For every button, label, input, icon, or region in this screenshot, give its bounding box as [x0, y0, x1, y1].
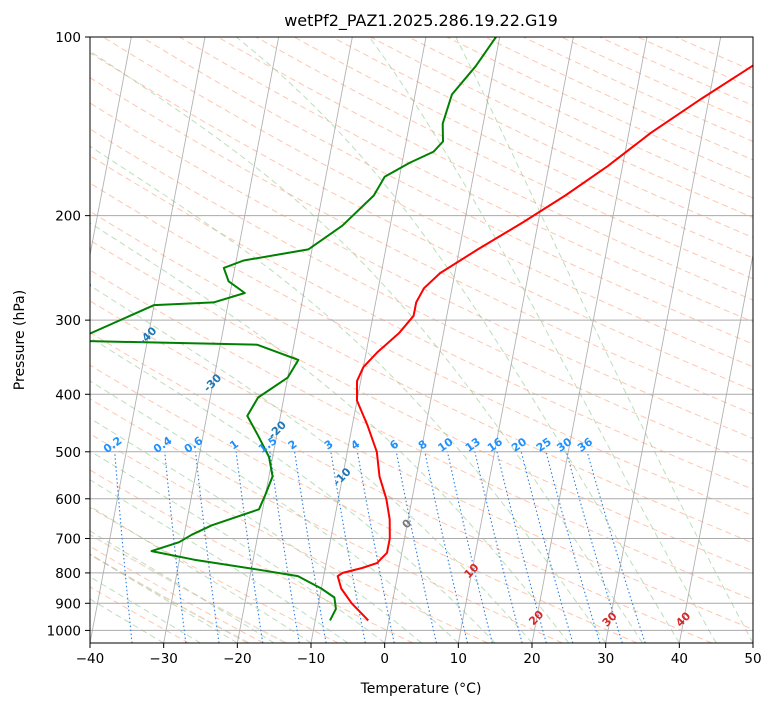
chart-title: wetPf2_PAZ1.2025.286.19.22.G19 — [284, 11, 558, 31]
y-tick-label: 400 — [55, 387, 81, 403]
x-tick-label: 10 — [450, 651, 467, 667]
plot-frame — [89, 36, 754, 644]
moist-adiabat — [90, 598, 164, 643]
dry-adiabat — [90, 586, 190, 643]
x-tick-label: −40 — [76, 651, 105, 667]
dry-adiabat — [90, 155, 753, 490]
dry-adiabat — [90, 433, 488, 643]
x-tick-label: 20 — [523, 651, 540, 667]
isotherm-line — [90, 37, 132, 258]
dry-adiabat — [90, 210, 753, 544]
sounding-line-dewpoint — [90, 37, 497, 621]
isotherm-line — [384, 37, 501, 643]
y-tick-label: 100 — [55, 30, 81, 46]
isotherm-line — [605, 37, 722, 643]
y-tick-label: 600 — [55, 492, 81, 508]
moist-adiabat — [90, 336, 496, 643]
moist-adiabat — [455, 37, 753, 643]
x-axis: −40 −30 −20 −10 0 10 20 30 40 50 — [76, 643, 762, 667]
moist-adiabat — [90, 145, 607, 643]
x-tick-label: 0 — [380, 651, 389, 667]
mixing-ratio-line — [474, 451, 523, 643]
mixing-ratio-line — [395, 451, 437, 643]
moist-adiabat — [90, 479, 349, 643]
mixing-ratio-line — [194, 451, 220, 643]
mixing-ratio-line — [424, 451, 469, 643]
dry-adiabat — [90, 182, 753, 517]
x-tick-label: 30 — [597, 651, 614, 667]
moist-adiabat — [90, 50, 643, 643]
isotherm-line — [236, 37, 353, 643]
dry-adiabat — [90, 364, 638, 643]
y-tick-label: 1000 — [47, 623, 81, 639]
y-axis: 100 200 300 400 500 600 700 800 900 1000 — [47, 30, 90, 639]
mixing-ratio-line — [164, 451, 187, 643]
dry-adiabat — [90, 506, 339, 643]
isotherm-line — [678, 252, 753, 643]
dry-adiabat — [90, 398, 563, 643]
mixing-ratio-line — [235, 451, 264, 643]
y-tick-label: 300 — [55, 313, 81, 329]
dry-adiabat — [141, 37, 753, 345]
mixing-ratio-line — [586, 451, 646, 643]
moist-adiabat — [90, 553, 238, 643]
y-tick-label: 800 — [55, 566, 81, 582]
dry-adiabat — [90, 77, 753, 415]
mixing-ratio-line — [356, 451, 395, 643]
mixing-ratio-line — [520, 451, 574, 643]
moist-adiabat — [90, 380, 459, 643]
x-tick-label: 40 — [671, 651, 688, 667]
y-tick-label: 700 — [55, 532, 81, 548]
moist-adiabat — [90, 222, 570, 643]
mixing-ratio-line — [446, 451, 493, 643]
y-tick-label: 500 — [55, 445, 81, 461]
y-tick-label: 200 — [55, 209, 81, 225]
dry-adiabat — [90, 469, 414, 643]
dry-adiabat — [90, 102, 753, 440]
moist-adiabat — [90, 576, 201, 643]
x-tick-label: −10 — [297, 651, 326, 667]
y-axis-label: Pressure (hPa) — [12, 290, 28, 390]
moist-adiabat — [90, 450, 385, 643]
isotherm-line — [90, 37, 206, 643]
isotherm-line — [163, 37, 280, 643]
moist-adiabat — [368, 37, 717, 643]
moist-adiabat — [235, 37, 680, 643]
mixing-ratio-line — [565, 451, 623, 643]
isotherm-line — [310, 37, 427, 643]
moist-adiabat — [90, 530, 275, 643]
y-tick-label: 900 — [55, 596, 81, 612]
x-tick-label: −30 — [149, 651, 178, 667]
isotherm-line — [457, 37, 574, 643]
mixing-ratio-line — [496, 451, 547, 643]
dry-adiabat — [90, 300, 753, 630]
sounding-profiles — [90, 37, 753, 622]
x-tick-label: −20 — [223, 651, 252, 667]
background-grid — [90, 37, 753, 643]
x-tick-label: 50 — [744, 651, 761, 667]
isotherm-line — [531, 37, 648, 643]
dry-adiabat — [90, 331, 712, 643]
mixing-ratio-line — [545, 451, 601, 643]
dry-adiabat — [90, 269, 753, 601]
mixing-ratio-line — [114, 451, 133, 643]
sounding-line-temperature — [336, 64, 753, 622]
x-axis-label: Temperature (°C) — [360, 681, 482, 697]
